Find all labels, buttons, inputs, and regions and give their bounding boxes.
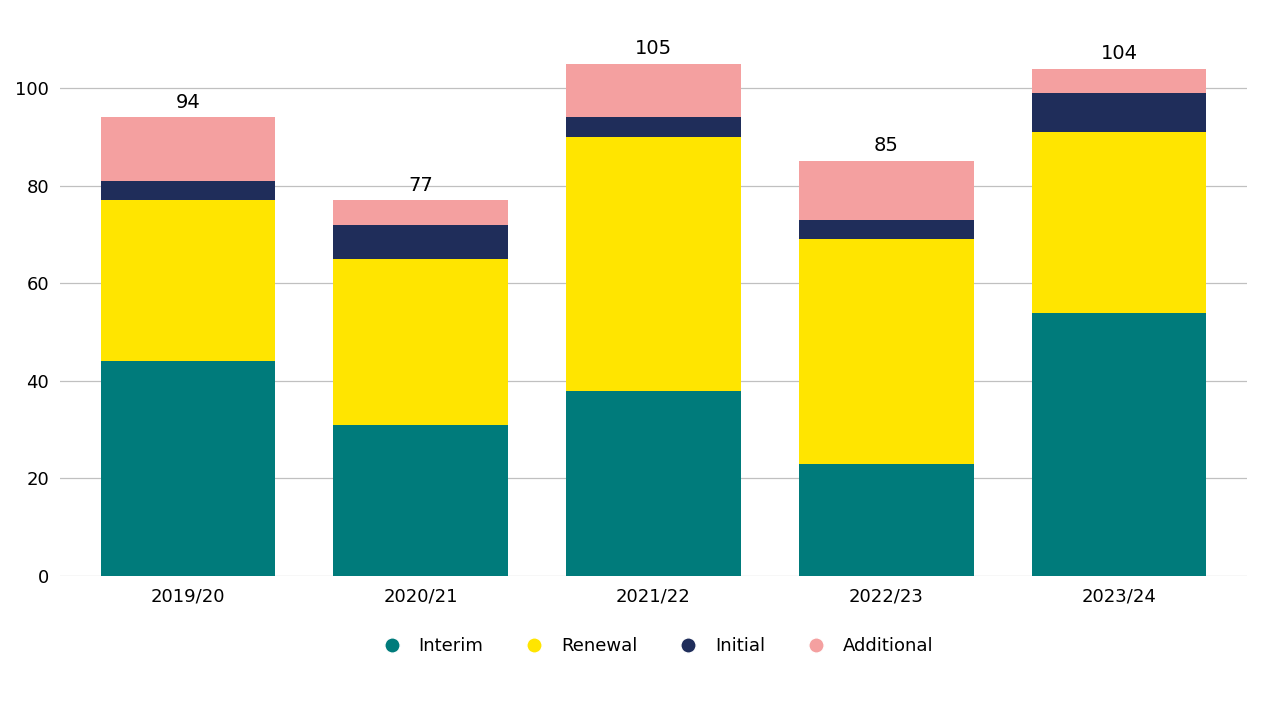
Bar: [101, 361, 275, 576]
Bar: [333, 225, 509, 259]
Legend: Interim, Renewal, Initial, Additional: Interim, Renewal, Initial, Additional: [366, 630, 940, 662]
Text: 104: 104: [1100, 44, 1137, 63]
Bar: [1032, 312, 1206, 576]
Bar: [799, 161, 973, 220]
Bar: [333, 259, 509, 425]
Bar: [567, 117, 741, 137]
Bar: [1032, 132, 1206, 312]
Bar: [567, 64, 741, 117]
Bar: [799, 220, 973, 239]
Bar: [799, 239, 973, 464]
Bar: [567, 391, 741, 576]
Bar: [1032, 93, 1206, 132]
Bar: [333, 425, 509, 576]
Bar: [567, 137, 741, 391]
Bar: [333, 200, 509, 225]
Text: 105: 105: [635, 39, 673, 58]
Bar: [101, 117, 275, 181]
Bar: [799, 464, 973, 576]
Bar: [1032, 68, 1206, 93]
Bar: [101, 181, 275, 200]
Text: 94: 94: [175, 93, 201, 112]
Bar: [101, 200, 275, 361]
Text: 77: 77: [409, 176, 433, 194]
Text: 85: 85: [873, 137, 899, 156]
